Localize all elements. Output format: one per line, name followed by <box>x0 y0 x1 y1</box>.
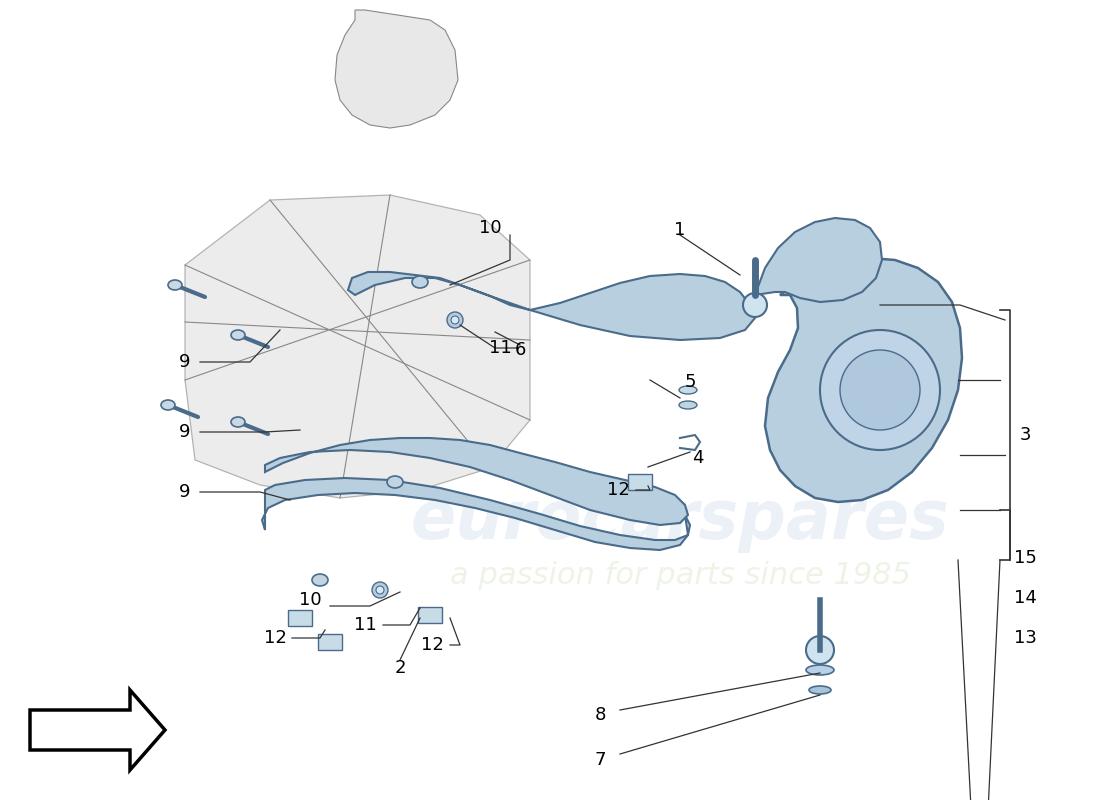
Circle shape <box>806 636 834 664</box>
Text: 10: 10 <box>299 591 321 609</box>
Text: 12: 12 <box>606 481 629 499</box>
Ellipse shape <box>231 330 245 340</box>
Text: 12: 12 <box>420 636 443 654</box>
Polygon shape <box>764 258 962 502</box>
Text: 13: 13 <box>1013 629 1036 647</box>
Text: 1: 1 <box>674 221 685 239</box>
Ellipse shape <box>808 686 830 694</box>
Text: 8: 8 <box>594 706 606 724</box>
Circle shape <box>376 586 384 594</box>
Text: 4: 4 <box>692 449 704 467</box>
Ellipse shape <box>679 386 697 394</box>
Circle shape <box>742 293 767 317</box>
Text: 2: 2 <box>394 659 406 677</box>
Polygon shape <box>185 195 530 498</box>
Circle shape <box>820 330 940 450</box>
Text: 11: 11 <box>353 616 376 634</box>
Circle shape <box>372 582 388 598</box>
Polygon shape <box>628 474 652 490</box>
Polygon shape <box>418 607 442 623</box>
Polygon shape <box>30 690 165 770</box>
Circle shape <box>447 312 463 328</box>
Ellipse shape <box>679 401 697 409</box>
Ellipse shape <box>412 276 428 288</box>
Polygon shape <box>318 634 342 650</box>
Text: 9: 9 <box>179 353 190 371</box>
Ellipse shape <box>387 476 403 488</box>
Text: 15: 15 <box>1013 549 1036 567</box>
Text: 5: 5 <box>684 373 695 391</box>
Ellipse shape <box>161 400 175 410</box>
Text: 9: 9 <box>179 423 190 441</box>
Polygon shape <box>265 438 688 525</box>
Ellipse shape <box>231 417 245 427</box>
Text: 14: 14 <box>1013 589 1036 607</box>
Text: a passion for parts since 1985: a passion for parts since 1985 <box>450 561 911 590</box>
Ellipse shape <box>168 280 182 290</box>
Polygon shape <box>755 218 882 302</box>
Text: 10: 10 <box>478 219 502 237</box>
Polygon shape <box>348 272 755 340</box>
Circle shape <box>840 350 920 430</box>
Text: 3: 3 <box>1020 426 1031 444</box>
Polygon shape <box>336 10 458 128</box>
Polygon shape <box>288 610 312 626</box>
Text: 11: 11 <box>488 339 512 357</box>
Text: 6: 6 <box>515 341 526 359</box>
Text: eurocarspares: eurocarspares <box>410 487 949 553</box>
Ellipse shape <box>312 574 328 586</box>
Ellipse shape <box>806 665 834 675</box>
Text: 9: 9 <box>179 483 190 501</box>
Circle shape <box>451 316 459 324</box>
Polygon shape <box>262 478 690 550</box>
Text: 12: 12 <box>264 629 286 647</box>
Text: 7: 7 <box>594 751 606 769</box>
